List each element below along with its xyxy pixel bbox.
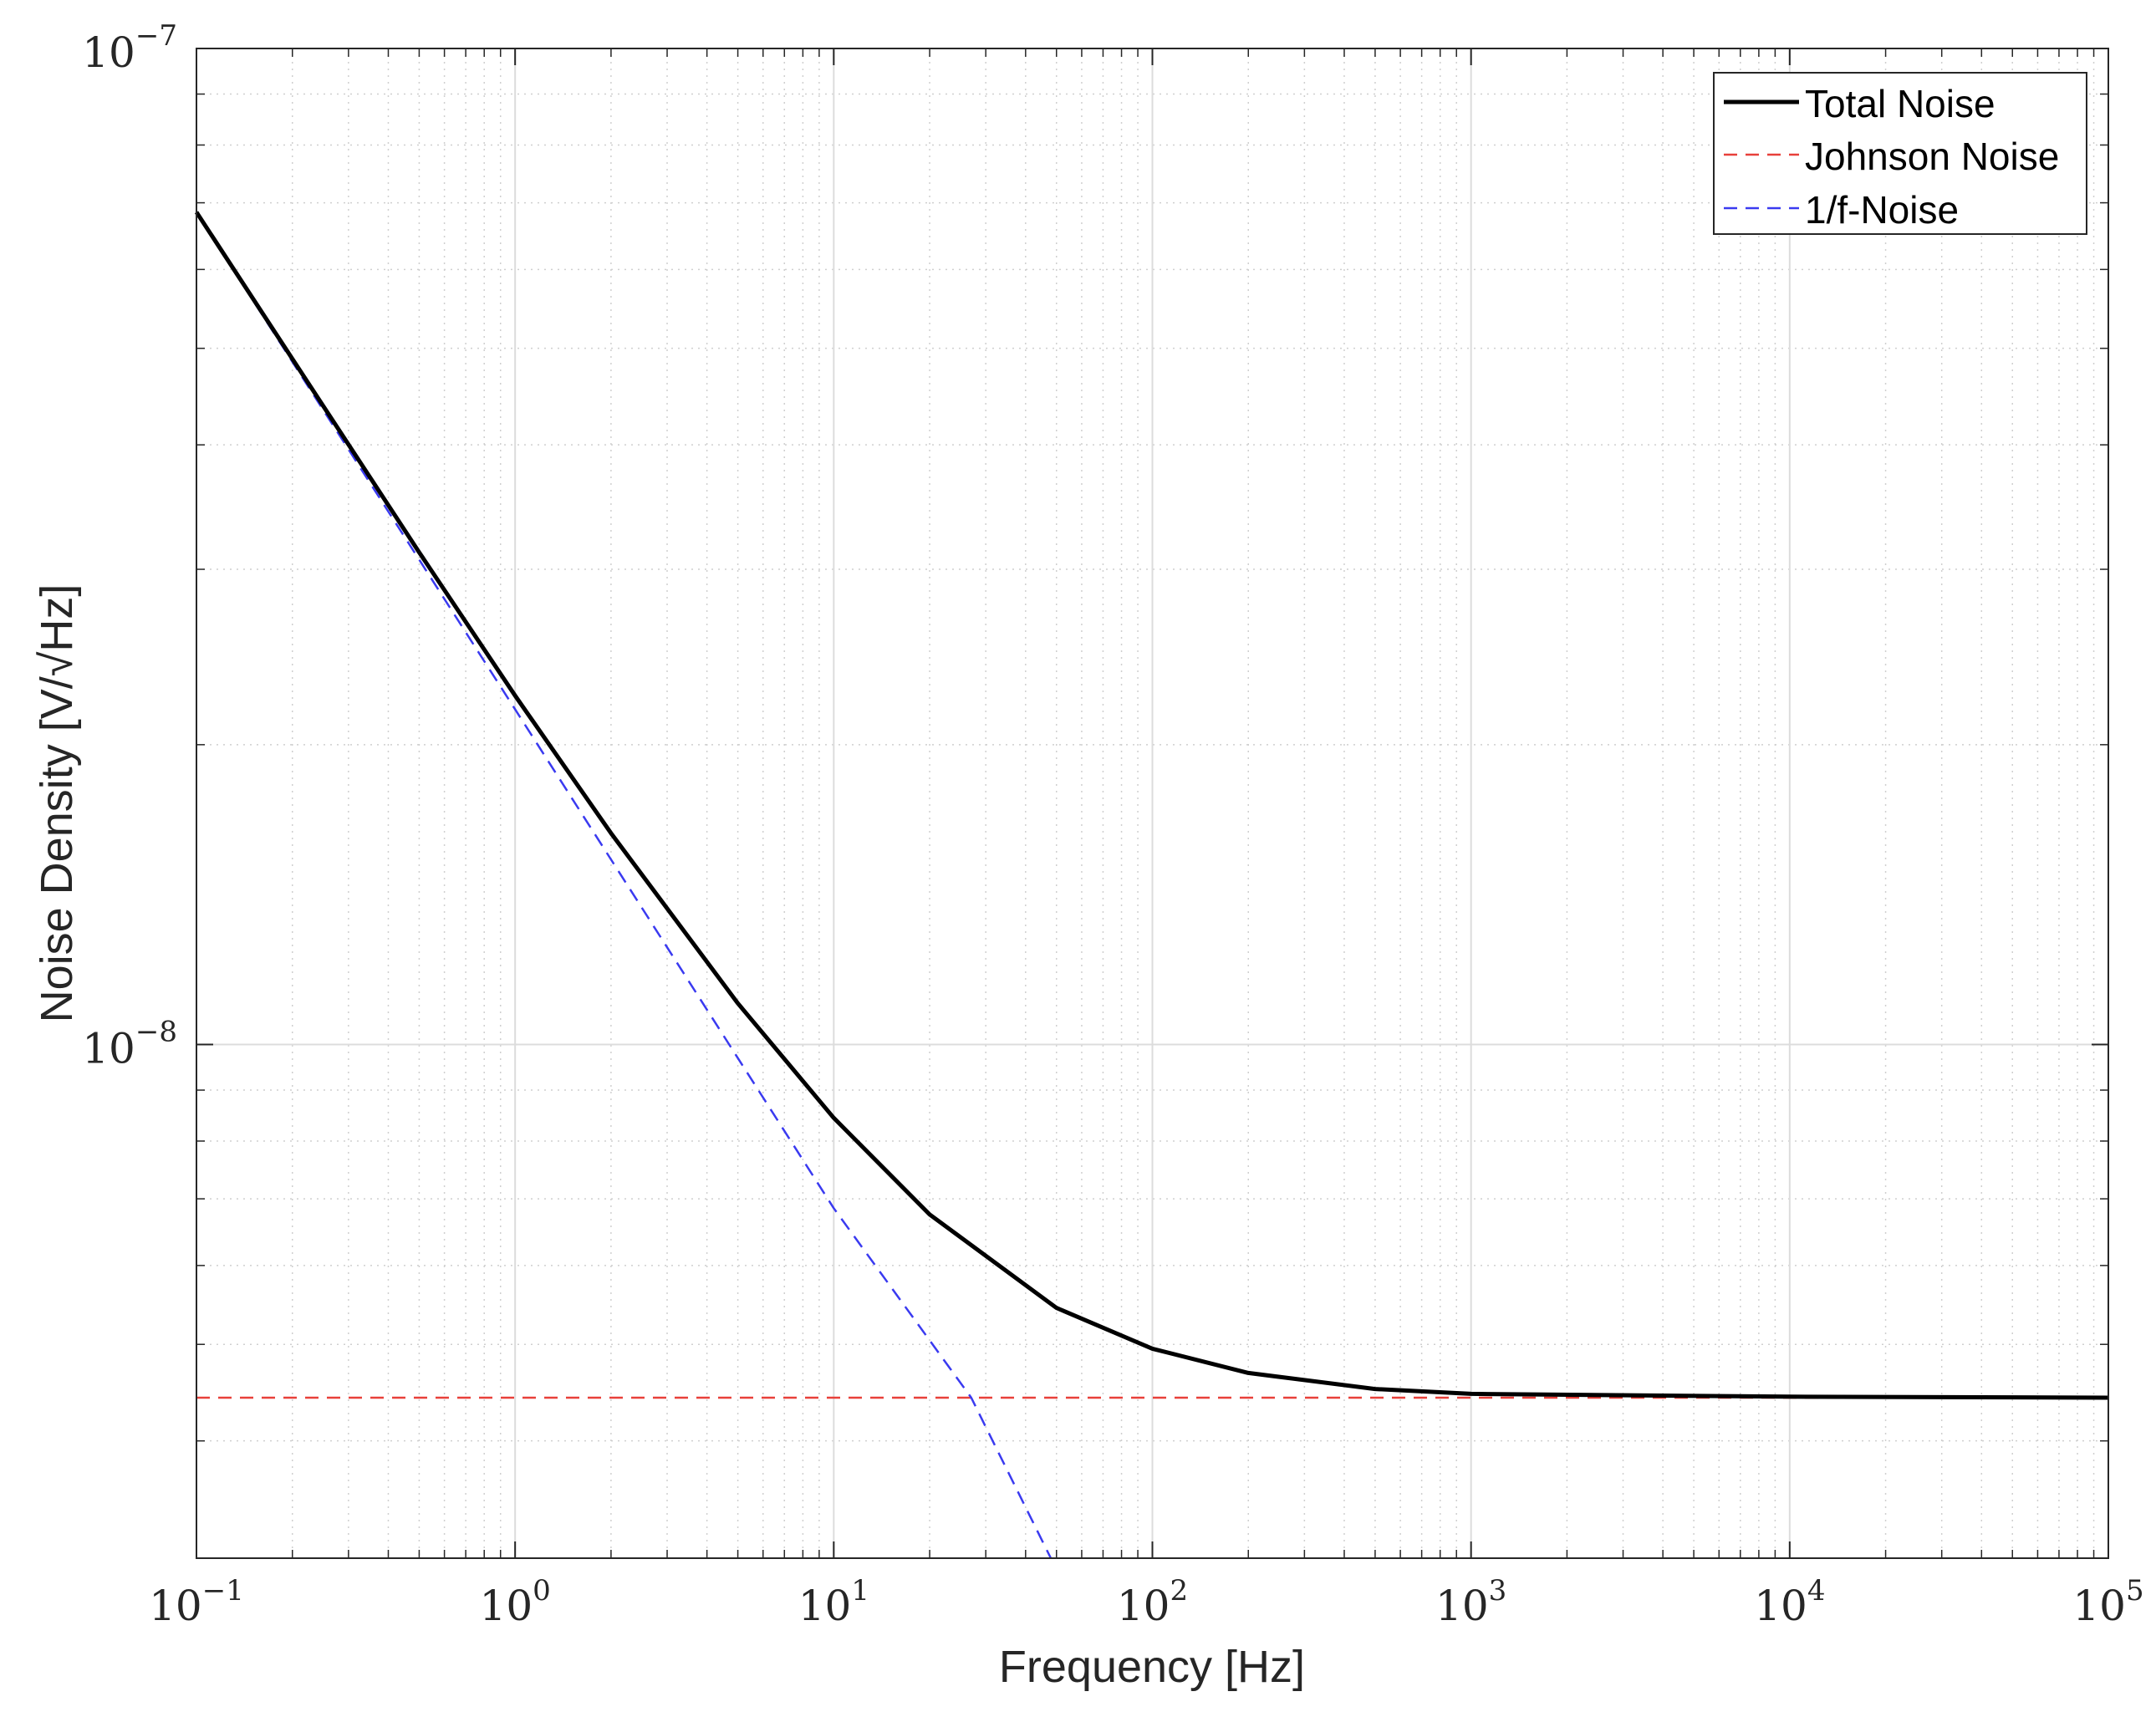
legend-label-johnson-noise: Johnson Noise — [1805, 135, 2059, 178]
legend-label-1f-noise: 1/f-Noise — [1805, 188, 1959, 232]
x-tick-label: 105 — [2072, 1574, 2143, 1630]
series-line-total-noise — [194, 211, 2109, 1400]
legend: Total Noise Johnson Noise 1/f-Noise — [1713, 72, 2087, 235]
y-tick-label: 10−8 — [82, 1016, 177, 1073]
x-tick-label: 102 — [1117, 1574, 1188, 1630]
series-layer — [194, 211, 2109, 1559]
series-line-1-f-noise — [195, 211, 1053, 1559]
x-tick-label: 101 — [798, 1574, 869, 1630]
axis-ticks — [196, 48, 2109, 1558]
y-tick-labels: 10−8 10−7 — [82, 19, 177, 1073]
x-tick-label: 100 — [480, 1574, 551, 1630]
x-tick-label: 104 — [1754, 1574, 1825, 1630]
x-axis-label: Frequency [Hz] — [999, 1642, 1305, 1692]
y-axis-label: Noise Density [V/√Hz] — [32, 584, 82, 1023]
x-tick-labels: 10−1 100 101 102 103 104 105 — [149, 1574, 2144, 1630]
x-tick-label: 10−1 — [149, 1574, 244, 1630]
x-tick-label: 103 — [1435, 1574, 1506, 1630]
legend-label-total-noise: Total Noise — [1805, 82, 1995, 125]
y-tick-label: 10−7 — [82, 19, 177, 77]
